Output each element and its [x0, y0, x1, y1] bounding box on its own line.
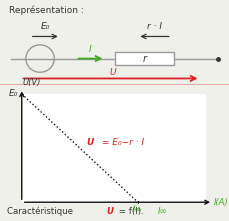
Text: I∞: I∞	[158, 207, 168, 215]
FancyBboxPatch shape	[114, 52, 174, 65]
Text: r · I: r · I	[147, 22, 162, 31]
Text: U(V): U(V)	[23, 78, 41, 87]
FancyBboxPatch shape	[22, 94, 206, 202]
Text: U: U	[109, 68, 116, 77]
Text: U: U	[86, 138, 93, 147]
Text: = f(I).: = f(I).	[116, 207, 143, 215]
Text: I: I	[89, 45, 92, 54]
Text: Caractéristique: Caractéristique	[7, 206, 76, 216]
Text: U: U	[106, 207, 114, 215]
Text: r: r	[142, 53, 146, 64]
Text: = E₀−r · I: = E₀−r · I	[99, 138, 144, 147]
Text: I(A): I(A)	[214, 198, 229, 207]
Text: E₀: E₀	[41, 22, 50, 31]
Text: E₀: E₀	[9, 90, 18, 98]
Text: I∞: I∞	[133, 205, 143, 214]
Text: Représentation :: Représentation :	[9, 6, 84, 15]
